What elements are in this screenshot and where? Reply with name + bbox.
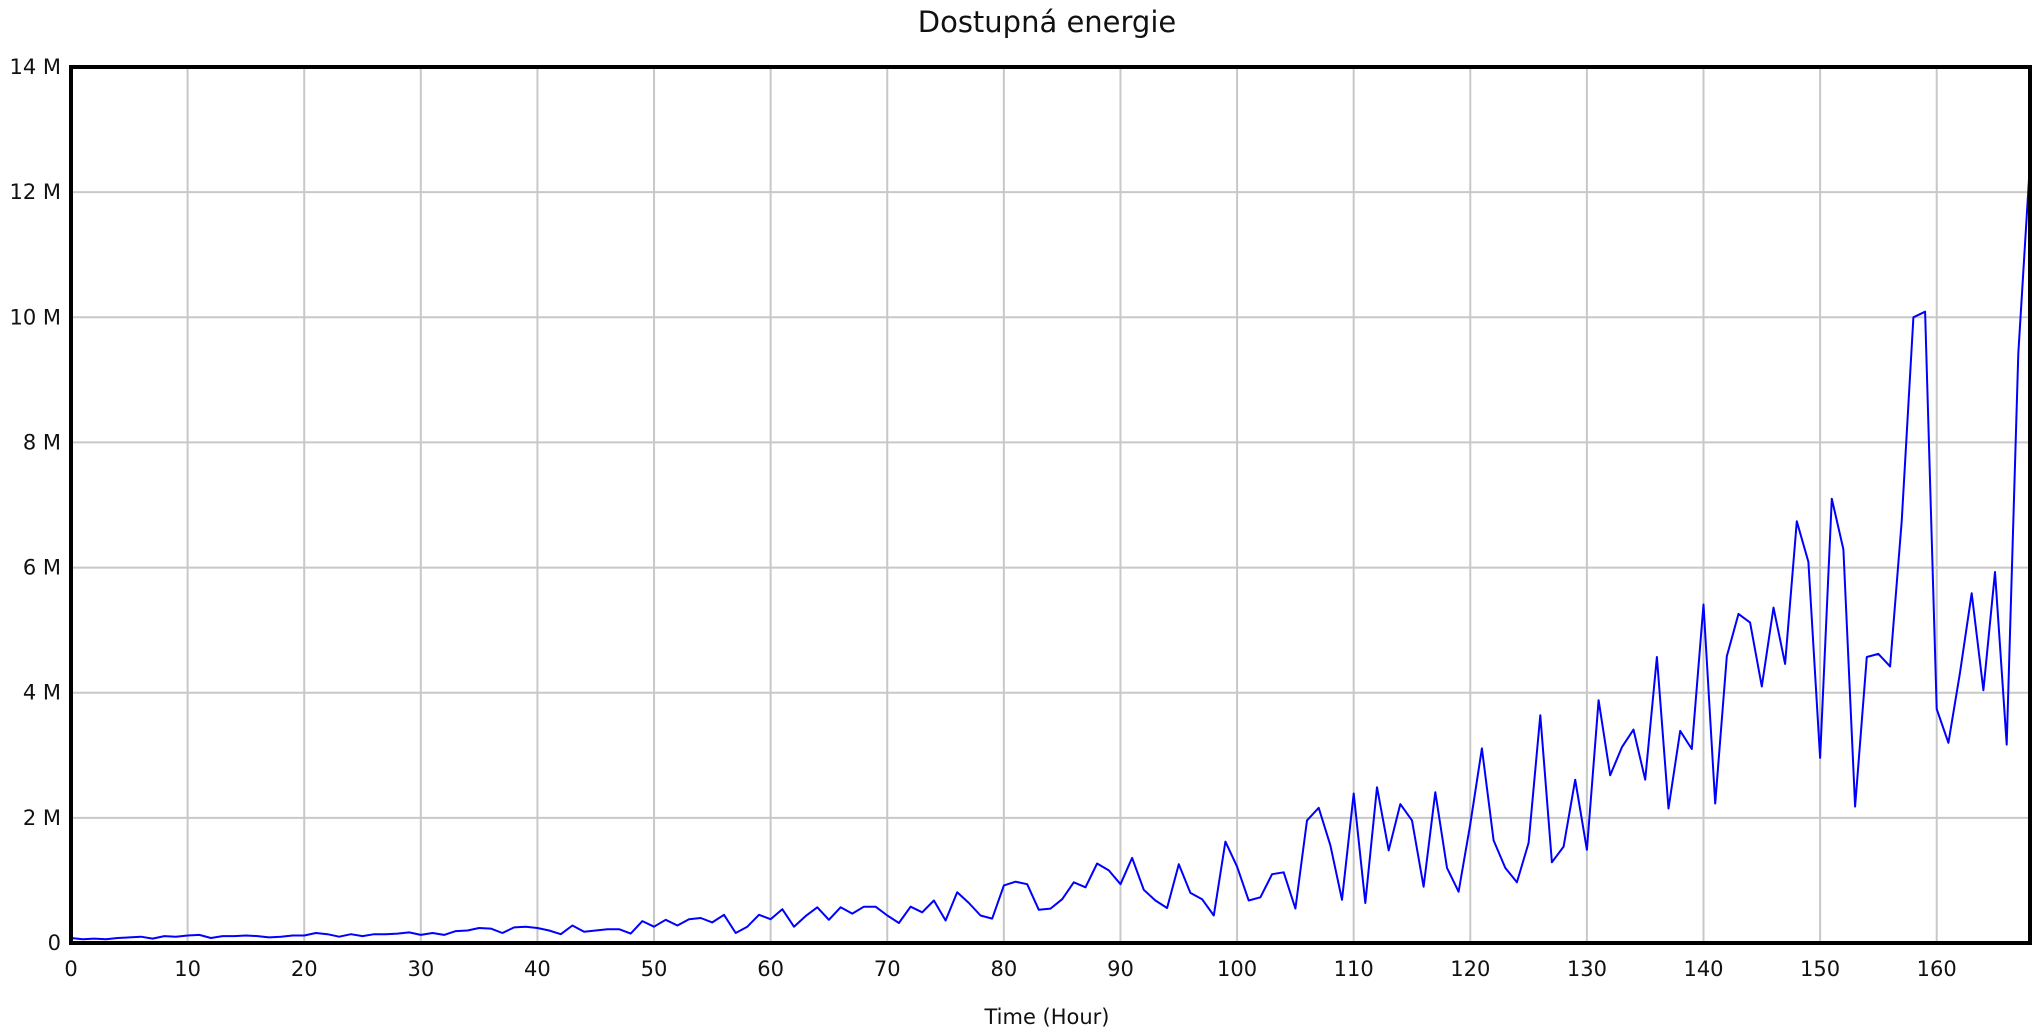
y-tick-label: 4 M (23, 681, 61, 705)
y-axis-ticks: 0 2 M 4 M 6 M 8 M 10 M 12 M 14 M (9, 55, 61, 955)
x-tick-label: 60 (757, 957, 784, 981)
x-tick-label: 10 (174, 957, 201, 981)
x-tick-label: 150 (1800, 957, 1840, 981)
x-tick-label: 40 (524, 957, 551, 981)
x-tick-label: 100 (1217, 957, 1257, 981)
chart-title: Dostupná energie (918, 5, 1177, 39)
y-tick-label: 14 M (9, 55, 61, 79)
x-tick-label: 80 (990, 957, 1017, 981)
x-tick-label: 110 (1334, 957, 1374, 981)
x-tick-label: 160 (1917, 957, 1957, 981)
series-line (70, 162, 2031, 941)
x-tick-label: 20 (291, 957, 318, 981)
x-tick-label: 70 (874, 957, 901, 981)
x-axis-label: Time (Hour) (983, 1005, 1109, 1028)
x-tick-label: 120 (1450, 957, 1490, 981)
y-tick-label: 10 M (9, 305, 61, 329)
x-axis-ticks: 0 10 20 30 40 50 60 70 80 90 100 110 120 130 140 150 160 (64, 957, 1956, 981)
x-tick-label: 30 (407, 957, 434, 981)
x-tick-label: 140 (1683, 957, 1723, 981)
y-tick-label: 0 (48, 931, 61, 955)
y-tick-label: 12 M (9, 180, 61, 204)
y-tick-label: 6 M (23, 556, 61, 580)
x-tick-label: 50 (641, 957, 668, 981)
x-tick-label: 90 (1107, 957, 1134, 981)
y-tick-label: 8 M (23, 430, 61, 454)
plot-frame (69, 65, 2032, 945)
series-group (70, 162, 2031, 941)
y-tick-label: 2 M (23, 806, 61, 830)
x-tick-label: 0 (64, 957, 77, 981)
grid-lines (70, 66, 2030, 944)
x-tick-label: 130 (1567, 957, 1607, 981)
